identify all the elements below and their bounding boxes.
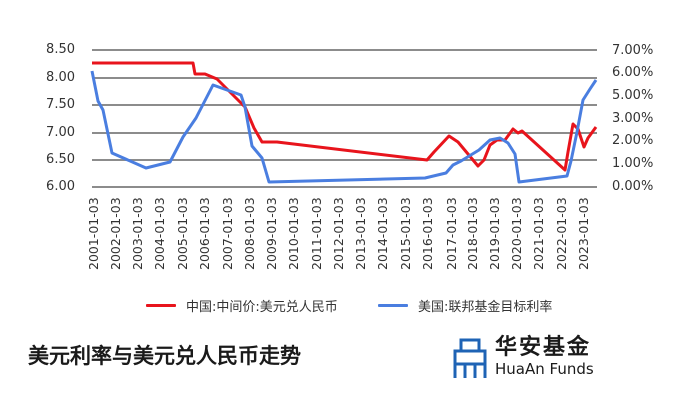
y-tick-left: 6.50 <box>46 152 75 167</box>
legend-swatch-blue <box>378 304 408 307</box>
legend-swatch-red <box>146 304 176 307</box>
y-tick-left: 7.00 <box>46 125 75 140</box>
series-fedfunds-line <box>90 70 598 184</box>
y-tick-left: 6.00 <box>46 179 75 194</box>
x-tick: 2015-01-03 <box>398 197 413 270</box>
legend-item-cny: 中国:中间价:美元兑人民币 <box>146 296 338 315</box>
brand-name-cn: 华安基金 <box>495 335 592 360</box>
x-tick: 2001-01-03 <box>86 197 101 270</box>
y-tick-right: 3.00% <box>612 111 654 126</box>
chart-legend: 中国:中间价:美元兑人民币 美国:联邦基金目标利率 <box>140 296 580 316</box>
y-tick-left: 7.50 <box>46 97 75 112</box>
x-tick: 2002-01-03 <box>108 197 123 270</box>
x-tick: 2022-01-03 <box>554 197 569 270</box>
x-tick: 2004-01-03 <box>152 197 167 270</box>
x-tick: 2023-01-03 <box>576 197 591 270</box>
x-tick: 2011-01-03 <box>309 197 324 270</box>
x-tick: 2019-01-03 <box>487 197 502 270</box>
y-tick-right: 0.00% <box>612 179 654 194</box>
x-tick: 2021-01-03 <box>531 197 546 270</box>
x-tick: 2014-01-03 <box>375 197 390 270</box>
legend-label: 中国:中间价:美元兑人民币 <box>186 300 338 315</box>
x-tick: 2007-01-03 <box>220 197 235 270</box>
gridlines <box>92 49 597 188</box>
x-tick: 2016-01-03 <box>420 197 435 270</box>
y-tick-right: 2.00% <box>612 133 654 148</box>
footer-title: 美元利率与美元兑人民币走势 <box>28 344 301 368</box>
y-tick-right: 5.00% <box>612 88 654 103</box>
x-tick: 2020-01-03 <box>509 197 524 270</box>
legend-label: 美国:联邦基金目标利率 <box>418 300 553 315</box>
x-tick: 2012-01-03 <box>331 197 346 270</box>
x-tick: 2013-01-03 <box>353 197 368 270</box>
chart-area: 8.50 8.00 7.50 7.00 6.50 6.00 7.00% 6.00… <box>46 42 654 271</box>
brand-logo: 华安基金 HuaAn Funds <box>453 336 623 382</box>
x-tick: 2005-01-03 <box>175 197 190 270</box>
legend-item-fedfunds: 美国:联邦基金目标利率 <box>378 296 552 315</box>
series-cny-line <box>92 61 598 172</box>
x-tick: 2008-01-03 <box>242 197 257 270</box>
y-tick-left: 8.00 <box>46 70 75 85</box>
line-chart <box>90 49 598 188</box>
x-tick: 2009-01-03 <box>264 197 279 270</box>
x-tick: 2017-01-03 <box>444 197 459 270</box>
y-tick-right: 1.00% <box>612 156 654 171</box>
x-tick: 2003-01-03 <box>130 197 145 270</box>
x-tick: 2010-01-03 <box>286 197 301 270</box>
brand-name-en: HuaAn Funds <box>495 360 594 378</box>
x-tick: 2006-01-03 <box>197 197 212 270</box>
x-tick: 2018-01-03 <box>465 197 480 270</box>
y-tick-right: 6.00% <box>612 65 654 80</box>
huaan-logo-icon <box>453 338 487 378</box>
y-tick-right: 7.00% <box>612 43 654 58</box>
y-tick-left: 8.50 <box>46 42 75 57</box>
